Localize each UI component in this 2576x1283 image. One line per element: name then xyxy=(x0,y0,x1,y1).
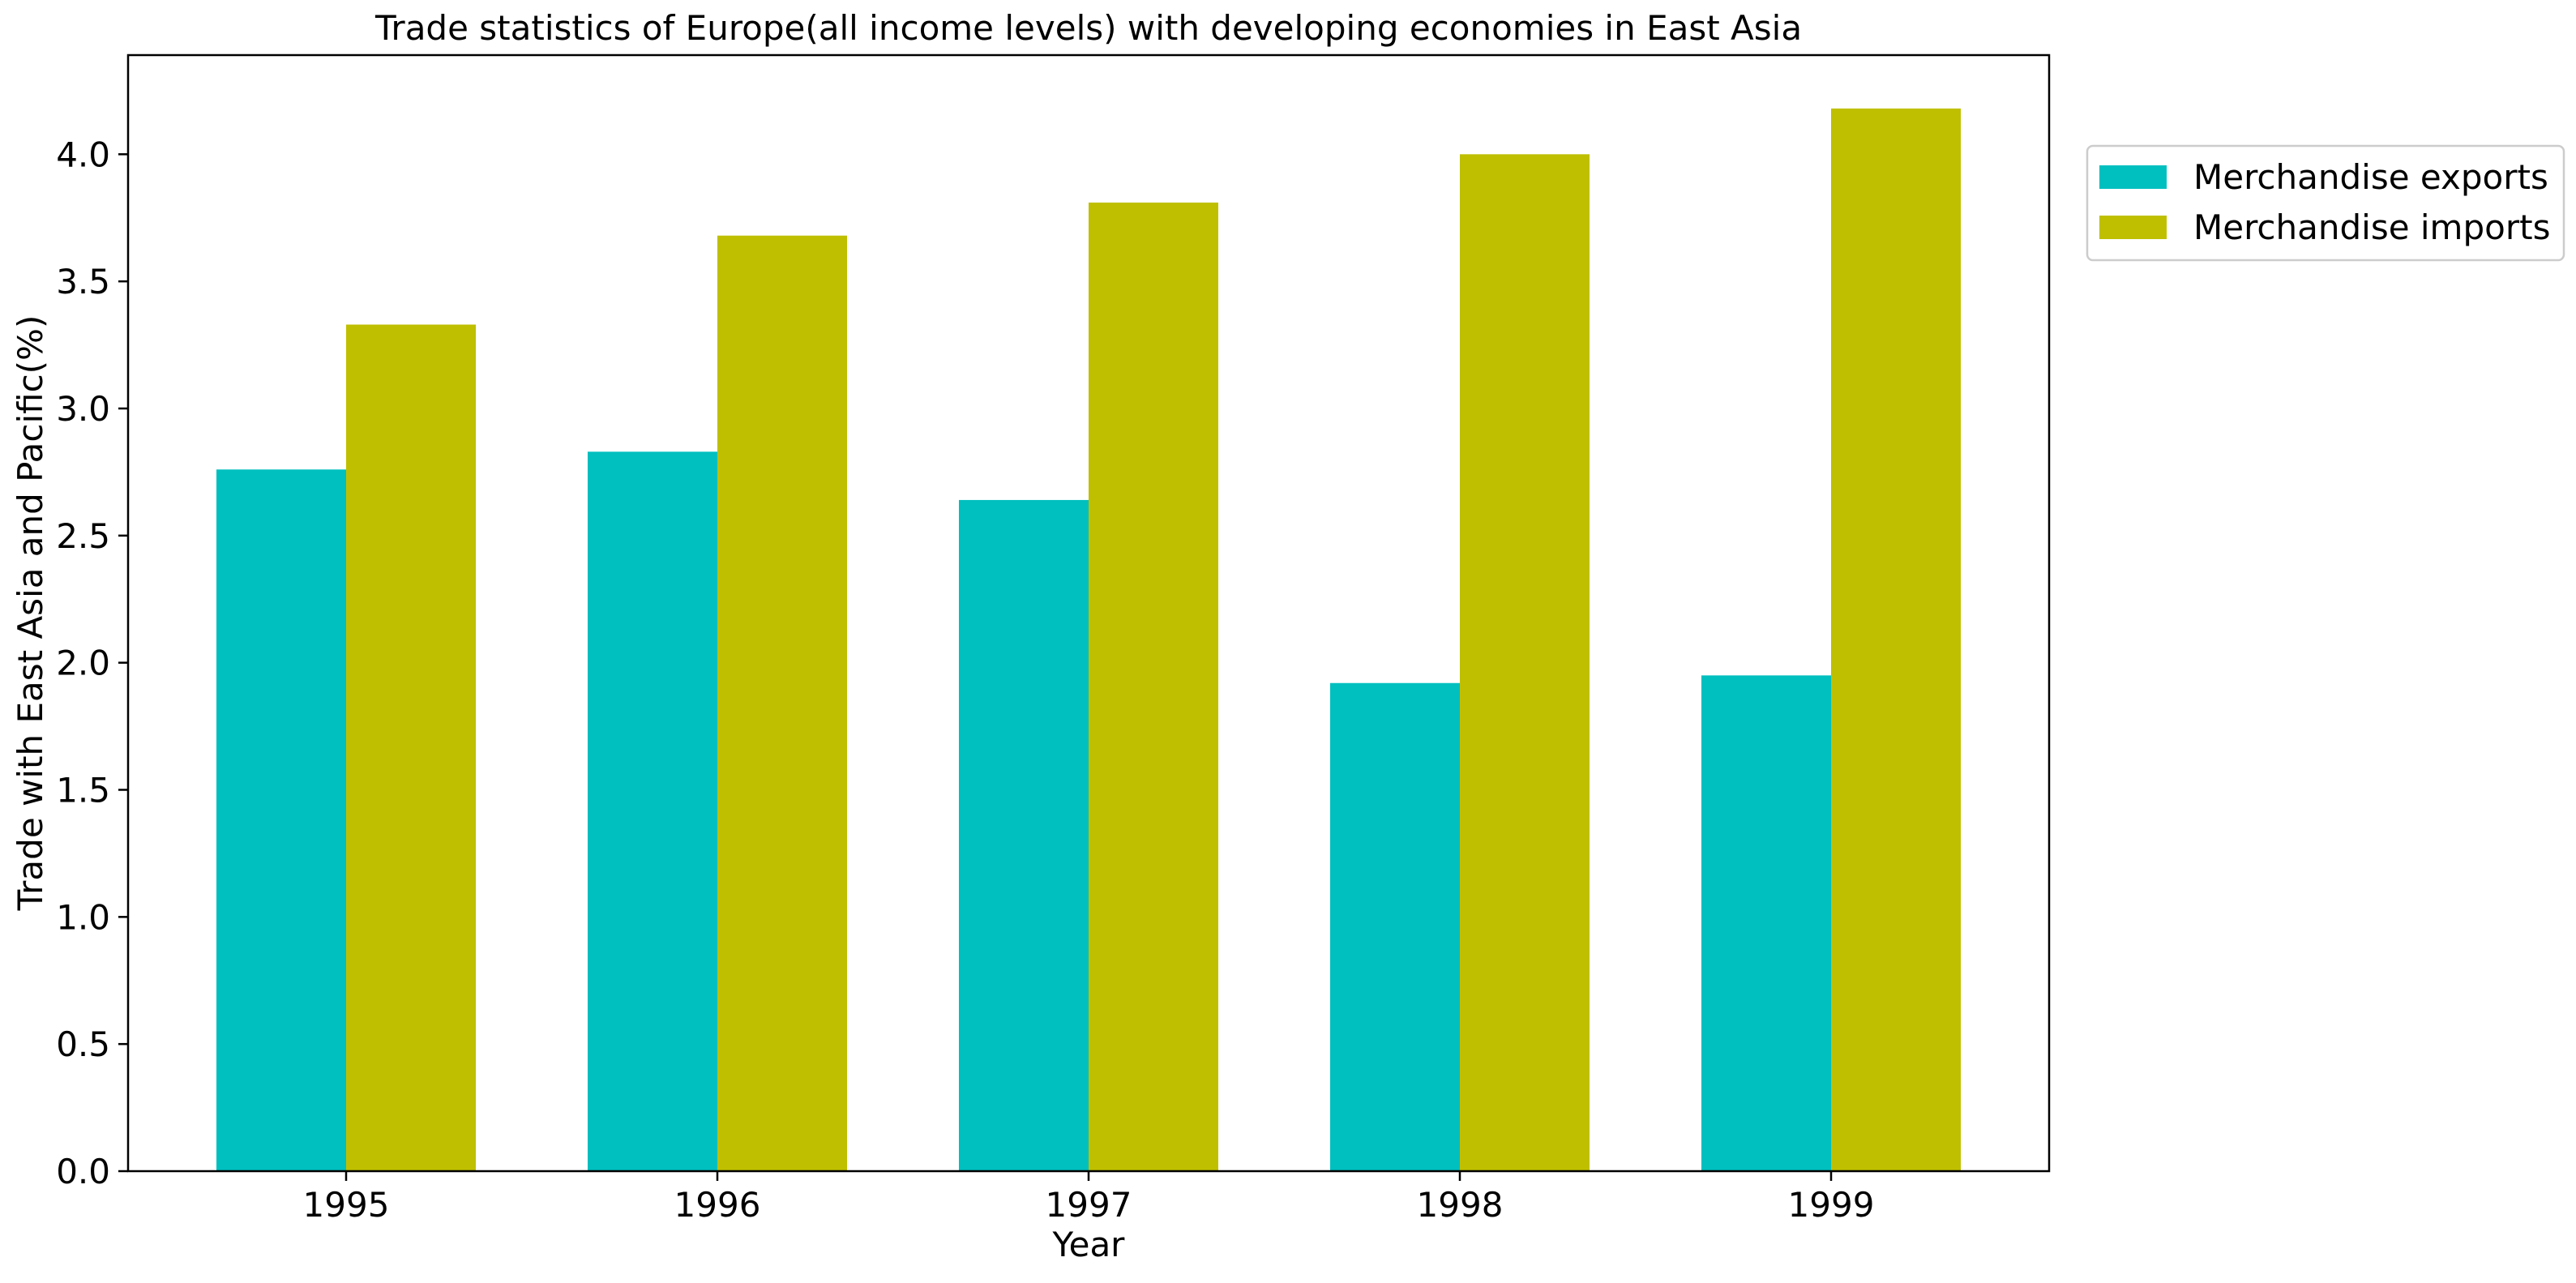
y-tick-label: 2.0 xyxy=(56,644,110,683)
bar-exports-1998 xyxy=(1330,682,1460,1171)
y-tick-label: 0.5 xyxy=(56,1024,110,1064)
bar-imports-1995 xyxy=(346,324,476,1172)
legend: Merchandise exports Merchandise imports xyxy=(2086,144,2565,262)
bar-exports-1996 xyxy=(588,451,717,1171)
bar-imports-1998 xyxy=(1460,154,1590,1171)
y-tick-label: 0.0 xyxy=(56,1152,110,1191)
y-tick-label: 1.5 xyxy=(56,770,110,810)
bar-imports-1999 xyxy=(1831,108,1961,1172)
legend-frame xyxy=(2086,144,2565,262)
x-axis-label: Year xyxy=(1052,1225,1126,1264)
x-tick-label: 1999 xyxy=(1788,1185,1875,1225)
legend-swatch-imports xyxy=(2099,216,2167,239)
y-tick-label: 3.5 xyxy=(56,262,110,302)
bar-exports-1995 xyxy=(216,469,346,1171)
legend-swatch-exports xyxy=(2099,165,2167,189)
x-tick-label: 1997 xyxy=(1046,1185,1132,1225)
bars-layer xyxy=(216,108,1961,1172)
y-tick-label: 2.5 xyxy=(56,516,110,556)
legend-label-exports: Merchandise exports xyxy=(2193,157,2548,197)
x-tick-label: 1996 xyxy=(674,1185,761,1225)
y-tick-label: 1.0 xyxy=(56,897,110,937)
bar-imports-1996 xyxy=(717,235,847,1171)
chart-title: Trade statistics of Europe(all income le… xyxy=(374,8,1802,48)
y-tick-label: 3.0 xyxy=(56,389,110,429)
x-tick-label: 1998 xyxy=(1417,1185,1504,1225)
y-axis-label: Trade with East Asia and Pacific(%) xyxy=(11,315,50,912)
bar-exports-1999 xyxy=(1701,675,1831,1171)
legend-label-imports: Merchandise imports xyxy=(2193,207,2550,247)
bar-exports-1997 xyxy=(959,499,1089,1171)
x-axis: 1995 1996 1997 1998 1999 xyxy=(303,1171,1875,1225)
bar-imports-1997 xyxy=(1089,202,1218,1171)
x-tick-label: 1995 xyxy=(303,1185,390,1225)
y-tick-label: 4.0 xyxy=(56,135,110,174)
y-axis: 0.0 0.5 1.0 1.5 2.0 2.5 3.0 3.5 4.0 xyxy=(56,135,128,1191)
